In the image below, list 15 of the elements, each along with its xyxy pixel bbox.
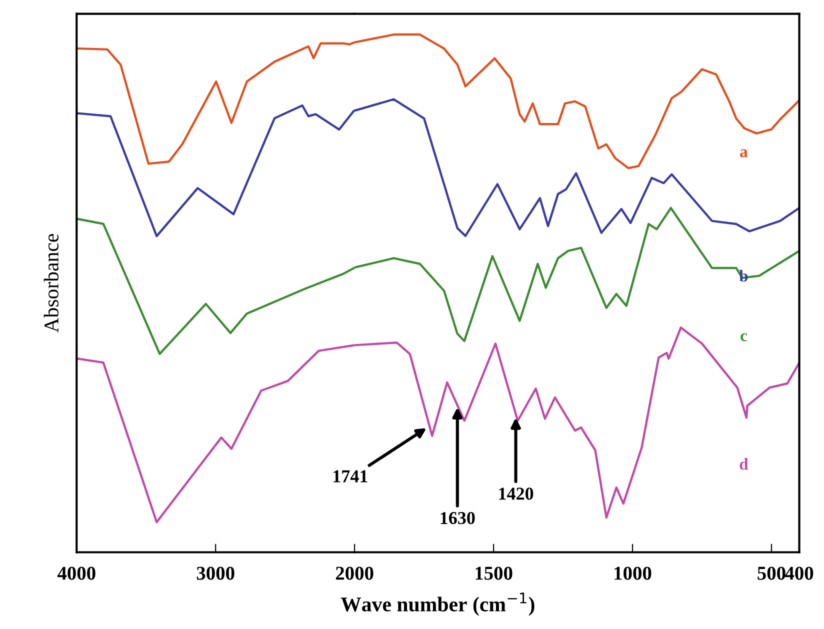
x-tick-label: 400 [784, 566, 814, 580]
y-axis-title: Absorbance [44, 234, 59, 333]
annotation: 1420 [499, 488, 534, 500]
text: d [740, 458, 748, 470]
x-tick-label: 4000 [57, 566, 96, 580]
x-tick-label: 1500 [476, 566, 512, 580]
annotation: 1630 [440, 512, 475, 524]
series-label: a [740, 149, 748, 158]
annotation: 1741 [334, 470, 368, 482]
x-tick-label: 2000 [336, 566, 374, 580]
x-tick-label: 3000 [196, 566, 234, 580]
x-tick-label: 1000 [614, 566, 652, 580]
text: c [740, 333, 748, 342]
x-tick-label: 500 [758, 566, 786, 580]
x-axis-title: Wave number (cm$^{−1}$) [340, 592, 534, 616]
